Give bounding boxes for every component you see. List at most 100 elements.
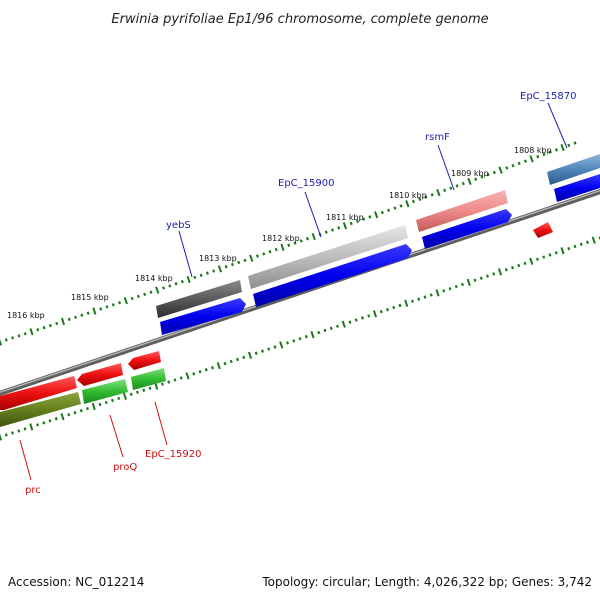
gene-proQ[interactable]: [82, 379, 128, 404]
outer-tick: [443, 188, 447, 193]
label-EpC_15920[interactable]: EpC_15920: [145, 449, 201, 460]
inner-tick: [560, 247, 565, 255]
inner-tick: [42, 421, 46, 425]
outer-tick: [23, 332, 27, 336]
outer-tick: [387, 208, 391, 212]
outer-tick: [143, 292, 147, 296]
inner-tick: [348, 320, 352, 324]
outer-tick: [486, 173, 490, 177]
reverse-cds-small-arrow[interactable]: [533, 222, 553, 238]
kbp-label-1815: 1815 kbp: [71, 293, 109, 302]
outer-tick: [60, 317, 66, 326]
inner-tick: [329, 326, 333, 331]
cds-prc-arrow[interactable]: [0, 376, 77, 410]
inner-tick: [104, 400, 108, 405]
inner-tick: [148, 386, 152, 390]
inner-tick: [254, 351, 258, 355]
cds-proQ-arrow[interactable]: [77, 363, 123, 386]
outer-tick: [299, 239, 303, 243]
outer-tick: [505, 166, 509, 170]
outer-tick: [199, 273, 203, 277]
gene-labels: yebS EpC_15900 rsmF EpC_15870 prc proQ E…: [25, 91, 576, 496]
inner-tick: [29, 423, 34, 431]
outer-tick: [287, 243, 291, 247]
label-proQ[interactable]: proQ: [113, 462, 137, 473]
gene-EpC_15870[interactable]: [547, 154, 600, 185]
outer-tick: [205, 271, 209, 275]
cds-yebS-arrow[interactable]: [160, 298, 246, 335]
outer-tick: [212, 269, 216, 273]
inner-tick: [273, 345, 277, 349]
cds-EpC_15900-arrow[interactable]: [253, 244, 412, 307]
outer-tick: [542, 152, 546, 157]
inner-tick: [523, 261, 527, 266]
gene-rsmF[interactable]: [416, 190, 508, 232]
inner-tick: [591, 236, 596, 244]
label-leader-lines: [19, 102, 568, 481]
inner-tick: [448, 287, 452, 291]
outer-tick: [224, 265, 228, 269]
outer-tick: [362, 217, 366, 221]
label-yebS[interactable]: yebS: [166, 220, 191, 231]
inner-tick: [67, 413, 71, 417]
cds-EpC_15870-arrow[interactable]: [554, 174, 600, 202]
inner-tick: [298, 337, 302, 341]
outer-tick: [380, 210, 384, 215]
gene-prc[interactable]: [0, 392, 81, 427]
outer-tick: [274, 247, 278, 252]
cds-rsmF-arrow[interactable]: [422, 209, 512, 249]
inner-tick: [247, 351, 253, 359]
cds-EpC_15920-arrow[interactable]: [128, 351, 161, 370]
accession-text: Accession: NC_012214: [8, 575, 144, 589]
outer-tick: [80, 313, 84, 317]
leader-proQ: [109, 414, 124, 458]
label-EpC_15900[interactable]: EpC_15900: [278, 178, 334, 189]
gene-yebS[interactable]: [156, 280, 242, 318]
inner-tick: [73, 410, 77, 415]
inner-tick: [536, 257, 539, 261]
outer-tick: [405, 200, 410, 208]
inner-tick: [173, 378, 177, 382]
leader-EpC_15870: [547, 102, 568, 149]
inner-tick: [91, 402, 96, 411]
outer-tick: [105, 305, 109, 309]
kbp-label-1811: 1811 kbp: [326, 213, 364, 222]
outer-tick: [311, 232, 316, 241]
inner-tick: [229, 359, 233, 364]
inner-tick: [479, 276, 483, 280]
outer-tick: [498, 166, 503, 174]
inner-tick: [185, 372, 190, 380]
inner-tick: [404, 299, 409, 308]
inner-tick: [129, 392, 133, 397]
inner-tick: [548, 253, 552, 257]
outer-tick: [411, 199, 416, 204]
inner-tick: [492, 272, 496, 276]
label-EpC_15870[interactable]: EpC_15870: [520, 91, 576, 102]
outer-tick: [349, 221, 353, 226]
inner-tick: [454, 284, 458, 289]
outer-tick: [430, 193, 434, 197]
outer-tick: [186, 275, 191, 284]
outer-tick: [74, 315, 78, 319]
inner-tick: [286, 341, 289, 345]
inner-tick: [573, 244, 577, 249]
outer-tick: [111, 303, 115, 307]
outer-tick: [86, 311, 90, 315]
label-rsmF[interactable]: rsmF: [425, 132, 450, 143]
inner-tick: [117, 396, 121, 401]
inner-tick: [411, 299, 414, 303]
inner-tick: [267, 347, 271, 351]
inner-tick: [461, 282, 464, 287]
label-prc[interactable]: prc: [25, 485, 41, 496]
outer-tick: [436, 188, 441, 197]
outer-tick: [193, 275, 197, 280]
inner-tick: [504, 268, 508, 272]
gene-EpC_15900[interactable]: [248, 225, 408, 289]
outer-tick: [399, 204, 403, 208]
gene-EpC_15920[interactable]: [131, 368, 166, 390]
inner-tick: [361, 316, 364, 320]
inner-tick: [11, 431, 14, 435]
outer-tick: [393, 206, 397, 210]
inner-tick: [466, 278, 471, 287]
inner-tick: [48, 419, 52, 423]
